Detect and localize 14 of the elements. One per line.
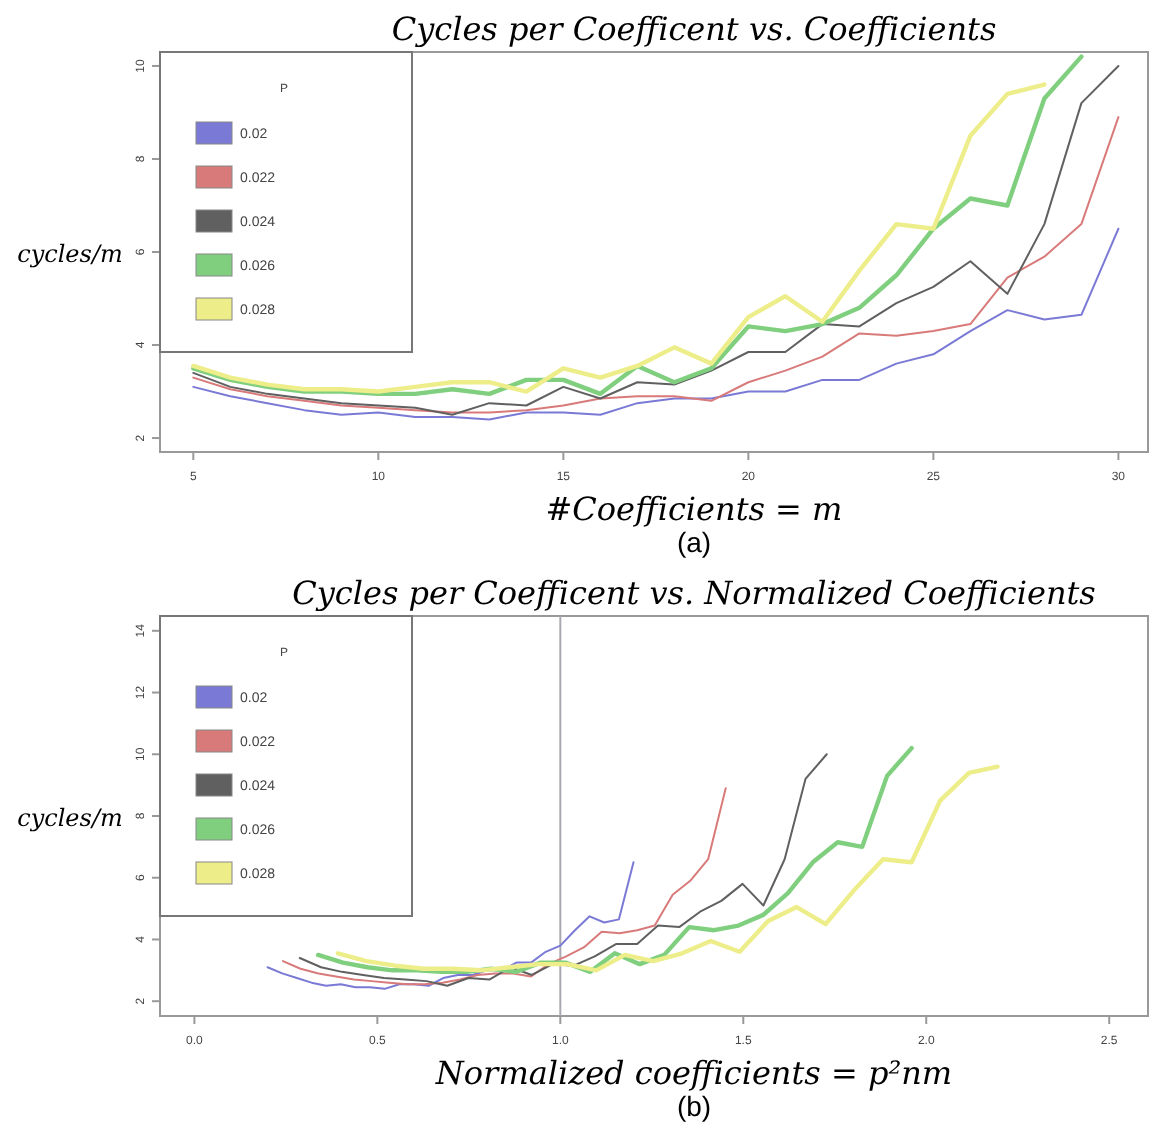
chart-title: Cycles per Coefficent vs. Normalized Coefficients: [292, 574, 1096, 612]
text: (b): [676, 1090, 712, 1122]
line-series: [335, 764, 1000, 973]
text: (a): [676, 526, 712, 558]
line-series: [192, 227, 1120, 421]
y-axis-title: cycles/m: [17, 804, 123, 832]
line-series: [298, 753, 828, 987]
line-series: [315, 745, 914, 975]
x-axis-title: Normalized coefficients = p²nm: [433, 1054, 953, 1092]
line-series: [192, 116, 1120, 414]
line-series: [281, 787, 727, 986]
x-axis-title: #Coefficients = m: [545, 490, 843, 528]
chart-title: Cycles per Coefficent vs. Coefficients: [391, 10, 997, 48]
y-axis-title: cycles/m: [17, 240, 123, 268]
